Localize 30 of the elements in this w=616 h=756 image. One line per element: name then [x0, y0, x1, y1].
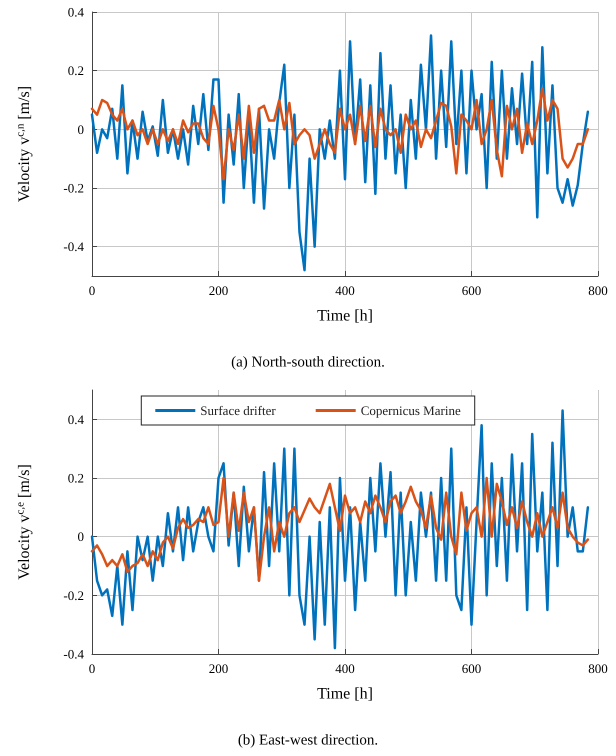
x-tick-label: 200	[208, 661, 228, 676]
x-tick-label: 600	[462, 283, 482, 298]
text: (b) East-west direction.	[238, 732, 378, 748]
line-series	[90, 476, 590, 582]
y-tick-label: 0.2	[68, 470, 84, 486]
y-tick-label: 0.2	[68, 63, 84, 78]
x-tick-label: 400	[335, 283, 355, 298]
y-tick-label: 0.4	[68, 412, 84, 427]
x-axis-title: Time [h]	[317, 308, 373, 324]
y-axis-title: Velocity vc,e [m/s]	[14, 464, 33, 580]
legend-label: Surface drifter	[200, 403, 276, 418]
x-tick-label: 0	[88, 283, 96, 298]
x-tick-label: 800	[588, 661, 608, 676]
y-tick-label: -0.4	[63, 239, 84, 254]
x-tick-label: 0	[88, 661, 96, 676]
line-series	[90, 87, 590, 180]
y-tick-label: -0.2	[63, 588, 84, 603]
legend-label: Copernicus Marine	[360, 403, 461, 418]
x-tick-label: 400	[335, 661, 355, 676]
x-tick-label: 600	[462, 661, 482, 676]
y-axis-title: Velocity vc,n [m/s]	[14, 86, 33, 202]
y-tick-label: -0.2	[63, 180, 84, 196]
x-tick-label: 200	[208, 283, 228, 298]
text: (a) North-south direction.	[231, 354, 385, 370]
y-tick-label: 0	[78, 122, 84, 137]
y-tick-label: 0.4	[68, 4, 84, 20]
x-tick-label: 800	[588, 283, 608, 298]
y-tick-label: 0	[78, 529, 84, 544]
y-tick-label: -0.4	[63, 646, 84, 662]
x-axis-title: Time [h]	[317, 686, 373, 702]
